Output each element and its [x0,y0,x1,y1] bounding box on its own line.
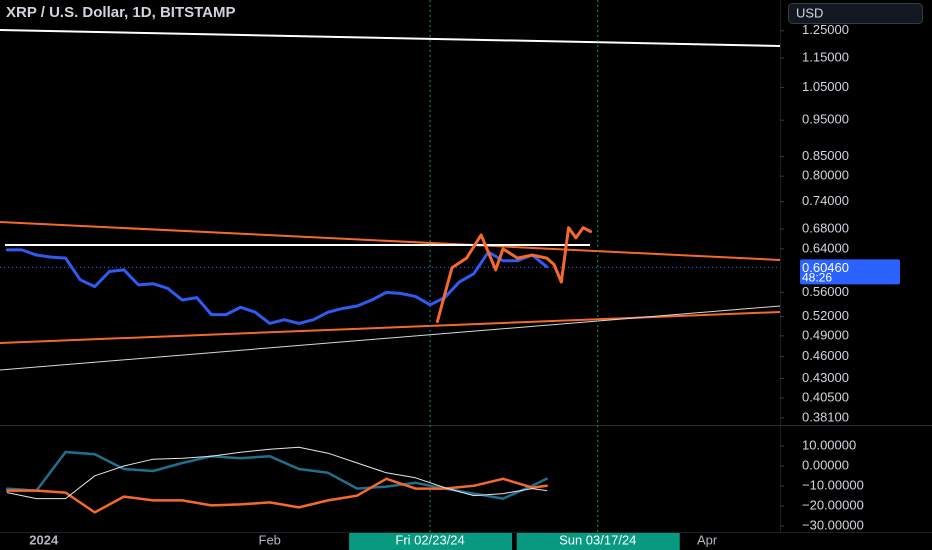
y-tick-label: 0.43000 [802,370,849,385]
trend-line [0,221,781,261]
y-tick-label: 1.25000 [802,22,849,37]
y-tick-label: 0.64000 [802,240,849,255]
last-price-label: 0.60460 [802,260,849,275]
y-tick-label: 0.38100 [802,409,849,424]
y-tick-label: 1.15000 [802,49,849,64]
trend-line [0,29,781,47]
y-tick-label: −30.00000 [802,517,864,532]
currency-button-frame[interactable] [788,3,923,24]
x-tick-label: 2024 [29,532,59,547]
y-tick-label: 0.40500 [802,389,849,404]
series-line [6,446,548,500]
series-line [5,248,549,325]
x-tick-label: Sun 03/17/24 [559,532,636,547]
countdown-label: 48:26 [802,271,832,285]
y-tick-label: 0.49000 [802,327,849,342]
y-tick-label: 0.56000 [802,284,849,299]
series-line [435,226,592,324]
y-tick-label: 0.46000 [802,348,849,363]
y-tick-label: 1.05000 [802,79,849,94]
y-tick-label: −20.00000 [802,497,864,512]
y-tick-label: 0.52000 [802,308,849,323]
y-tick-label: 0.68000 [802,221,849,236]
y-tick-label: 0.74000 [802,193,849,208]
x-tick-label: Feb [259,532,281,547]
y-tick-label: 10.00000 [802,437,856,452]
currency-button[interactable]: USD [788,3,923,24]
y-tick-label: 0.95000 [802,112,849,127]
y-tick-label: 0.80000 [802,168,849,183]
trend-lines [0,29,781,371]
series-line [6,450,548,500]
last-price-box [800,259,900,285]
y-tick-label: −10.00000 [802,477,864,492]
x-tick-label: Fri 02/23/24 [395,532,464,547]
chart-title: XRP / U.S. Dollar, 1D, BITSTAMP [6,4,236,21]
x-tick-highlight [349,533,513,550]
y-tick-label: 0.85000 [802,148,849,163]
trend-line [0,305,781,371]
x-tick-highlight [516,533,680,550]
y-tick-label: 0.00000 [802,457,849,472]
x-tick-label: Apr [697,532,718,547]
currency-label[interactable]: USD [796,5,823,20]
series-line [6,477,548,514]
